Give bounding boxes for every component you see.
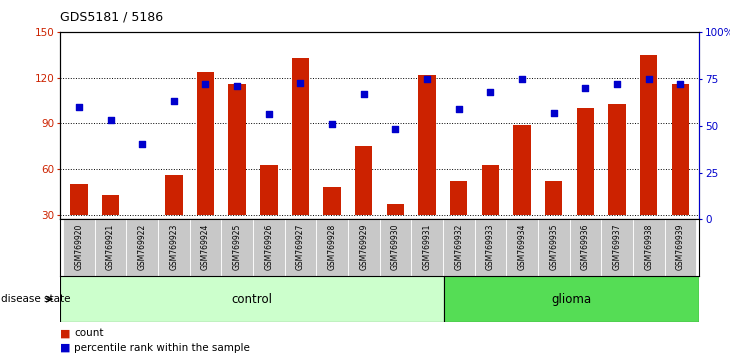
Bar xyxy=(411,219,443,276)
Text: GSM769922: GSM769922 xyxy=(138,223,147,270)
Bar xyxy=(348,219,380,276)
Bar xyxy=(444,276,699,322)
Point xyxy=(611,81,623,87)
Bar xyxy=(60,276,444,322)
Bar xyxy=(101,195,119,215)
Bar xyxy=(608,104,626,215)
Bar xyxy=(569,219,602,276)
Text: GSM769929: GSM769929 xyxy=(359,223,368,270)
Text: GSM769923: GSM769923 xyxy=(169,223,178,270)
Text: glioma: glioma xyxy=(551,293,591,306)
Text: GSM769920: GSM769920 xyxy=(74,223,83,270)
Point xyxy=(453,106,464,112)
Text: ■: ■ xyxy=(60,329,70,338)
Bar xyxy=(443,219,475,276)
Text: GSM769935: GSM769935 xyxy=(549,223,558,270)
Point xyxy=(168,98,180,104)
Point xyxy=(548,110,560,115)
Text: GSM769921: GSM769921 xyxy=(106,223,115,270)
Bar xyxy=(221,219,253,276)
Bar xyxy=(545,181,562,215)
Text: GSM769934: GSM769934 xyxy=(518,223,526,270)
Bar xyxy=(165,175,182,215)
Text: GSM769933: GSM769933 xyxy=(486,223,495,270)
Bar xyxy=(63,219,95,276)
Text: GSM769930: GSM769930 xyxy=(391,223,400,270)
Text: GSM769938: GSM769938 xyxy=(644,223,653,270)
Bar xyxy=(285,219,316,276)
Text: GSM769939: GSM769939 xyxy=(676,223,685,270)
Point xyxy=(137,142,148,147)
Point xyxy=(516,76,528,81)
Bar xyxy=(253,219,285,276)
Bar xyxy=(316,219,348,276)
Point xyxy=(643,76,655,81)
Bar xyxy=(672,84,689,215)
Bar xyxy=(450,181,467,215)
Point xyxy=(675,81,686,87)
Bar xyxy=(506,219,538,276)
Bar xyxy=(70,184,88,215)
Bar xyxy=(513,125,531,215)
Text: GDS5181 / 5186: GDS5181 / 5186 xyxy=(60,11,163,24)
Bar xyxy=(387,204,404,215)
Bar xyxy=(640,55,658,215)
Bar xyxy=(323,188,341,215)
Text: GSM769925: GSM769925 xyxy=(233,223,242,270)
Bar xyxy=(380,219,411,276)
Bar xyxy=(292,58,310,215)
Bar xyxy=(190,219,221,276)
Bar xyxy=(260,165,277,215)
Text: disease state: disease state xyxy=(1,294,71,304)
Point xyxy=(73,104,85,110)
Point xyxy=(326,121,338,127)
Bar xyxy=(538,219,569,276)
Bar xyxy=(158,219,190,276)
Bar xyxy=(577,108,594,215)
Text: GSM769924: GSM769924 xyxy=(201,223,210,270)
Point xyxy=(580,85,591,91)
Text: ■: ■ xyxy=(60,343,70,353)
Text: GSM769937: GSM769937 xyxy=(612,223,621,270)
Text: GSM769926: GSM769926 xyxy=(264,223,273,270)
Point xyxy=(104,117,116,123)
Point xyxy=(358,91,369,97)
Point xyxy=(199,81,211,87)
Bar xyxy=(126,219,158,276)
Bar xyxy=(633,219,664,276)
Text: GSM769927: GSM769927 xyxy=(296,223,305,270)
Text: GSM769928: GSM769928 xyxy=(328,223,337,270)
Bar xyxy=(482,165,499,215)
Point xyxy=(421,76,433,81)
Text: count: count xyxy=(74,329,104,338)
Text: control: control xyxy=(231,293,272,306)
Bar xyxy=(95,219,126,276)
Text: GSM769936: GSM769936 xyxy=(581,223,590,270)
Point xyxy=(390,127,402,132)
Bar xyxy=(602,219,633,276)
Bar xyxy=(355,146,372,215)
Point xyxy=(295,80,307,85)
Point xyxy=(485,89,496,95)
Bar xyxy=(664,219,696,276)
Bar xyxy=(197,72,214,215)
Bar xyxy=(228,84,246,215)
Point xyxy=(231,84,243,89)
Text: GSM769931: GSM769931 xyxy=(423,223,431,270)
Bar xyxy=(418,75,436,215)
Bar xyxy=(474,219,506,276)
Point xyxy=(263,112,274,117)
Text: percentile rank within the sample: percentile rank within the sample xyxy=(74,343,250,353)
Text: GSM769932: GSM769932 xyxy=(454,223,464,270)
